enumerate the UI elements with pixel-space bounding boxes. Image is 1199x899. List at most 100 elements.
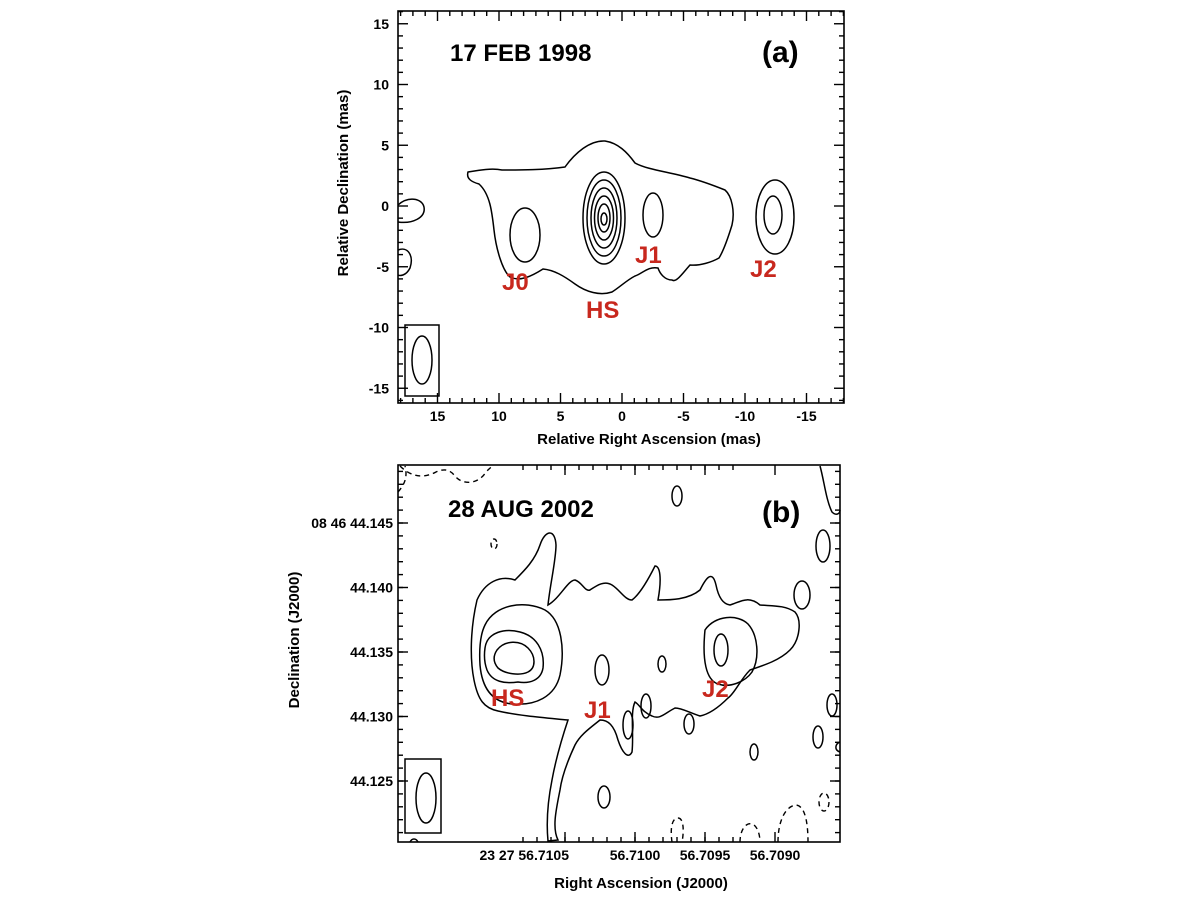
panel-b-island: [597, 785, 611, 809]
panel-a-j2-contour-outer: [755, 179, 795, 255]
panel-a-y-tick-label: 10: [373, 77, 389, 93]
panel-b-island: [622, 710, 634, 740]
panel-a-beam-box: [404, 324, 440, 397]
panel-a-x-tick-label: -15: [796, 408, 816, 424]
panel-a-component-label-j2: J2: [750, 256, 777, 283]
panel-a-x-tick-label: -10: [735, 408, 755, 424]
panel-a-core-contour-5: [597, 203, 611, 233]
panel-b-j2-contour-outer: [703, 616, 758, 686]
panel-a-core-contour-4: [593, 195, 615, 241]
panel-a-y-tick-label: -10: [369, 320, 389, 336]
panel-a-y-axis-label: Relative Declination (mas): [335, 90, 352, 277]
panel-b-island: [640, 693, 652, 719]
panel-a-y-tick-label: 0: [381, 198, 389, 214]
panel-a-component-label-j0: J0: [502, 269, 529, 296]
panel-b-y-tick-label: 08 46 44.145: [311, 515, 393, 531]
panel-b-negative-contour: [670, 817, 684, 843]
panel-a-x-axis-label: Relative Right Ascension (mas): [537, 431, 761, 448]
panel-b-j2-contour-inner: [713, 633, 729, 667]
panel-b-beam-box: [404, 758, 442, 834]
panel-b-negative-contour: [739, 823, 761, 843]
panel-a-y-tick-label: 15: [373, 16, 389, 32]
panel-b-frame: [397, 464, 841, 843]
panel-b-y-tick-label: 44.130: [350, 709, 393, 725]
panel-b-x-tick-label: 23 27 56.7105: [479, 847, 569, 863]
panel-a-edge-contour-upper: [397, 198, 425, 224]
panel-b-negative-contour: [490, 538, 498, 550]
panel-b-beam: [404, 758, 442, 843]
panel-a-contour-envelope: [466, 140, 734, 295]
panel-b-y-tick-label: 44.125: [350, 773, 393, 789]
panel-a-core-contour-3: [590, 187, 618, 249]
panel-b-negative-contour: [777, 804, 809, 843]
panel-a-y-tick-label: -5: [377, 259, 390, 275]
panel-b-x-axis-label: Right Ascension (J2000): [554, 875, 728, 892]
panel-a-core-contour-2: [586, 179, 622, 257]
panel-b-island: [683, 713, 695, 735]
panel-b-ticks: [398, 465, 840, 842]
panel-a-x-tick-label: 10: [491, 408, 507, 424]
panel-a-epoch-title: 17 FEB 1998: [450, 40, 591, 67]
panel-b-component-label-j1: J1: [584, 697, 611, 724]
panel-b-j1-contour: [594, 654, 610, 686]
panel-a-core-contour-1: [582, 171, 626, 265]
panel-a-x-tick-label: 15: [430, 408, 446, 424]
panel-b-component-label-hs: HS: [491, 685, 524, 712]
panel-b-hs-contour-2: [478, 604, 563, 706]
panel-a-j1-contour: [642, 192, 664, 238]
panel-a-y-tick-labels: 15 10 5 0 -5 -10 -15: [369, 16, 389, 397]
panel-b-negative-contour: [397, 465, 407, 493]
panel-a: 15 10 5 0 -5 -10 -15 15 10 5 0 -5 -10 -15 Relative R…: [335, 10, 845, 448]
panel-a-beam: [404, 324, 440, 397]
panel-b-letter: (b): [762, 496, 800, 529]
panel-b-edge-contour: [409, 838, 419, 843]
panel-b-beam-ellipse: [415, 772, 437, 824]
panel-b-island: [815, 529, 831, 563]
panel-a-j0-contour: [509, 207, 541, 263]
panel-a-x-tick-label: 5: [557, 408, 565, 424]
panel-a-component-label-hs: HS: [586, 297, 619, 324]
panel-a-x-tick-labels: 15 10 5 0 -5 -10 -15: [430, 408, 817, 424]
panel-a-component-label-j1: J1: [635, 242, 662, 269]
panel-b-component-label-j2: J2: [702, 676, 729, 703]
panel-a-x-tick-label: -5: [677, 408, 690, 424]
panel-b-y-tick-label: 44.140: [350, 580, 393, 596]
panel-b-island: [749, 743, 759, 761]
panel-b-hs-contour-4: [493, 641, 535, 675]
panel-b-contour-envelope: [470, 532, 800, 842]
panel-a-beam-ellipse: [411, 335, 433, 385]
panel-a-y-tick-label: 5: [381, 137, 389, 153]
panel-a-ticks: [398, 10, 845, 403]
panel-b-y-tick-label: 44.135: [350, 644, 393, 660]
panel-b-epoch-title: 28 AUG 2002: [448, 496, 594, 523]
panel-b-island: [826, 693, 838, 717]
panel-b-y-axis-label: Declination (J2000): [286, 572, 303, 709]
panel-a-x-tick-label: 0: [618, 408, 626, 424]
panel-a-contours: [397, 140, 795, 295]
panel-b-x-tick-label: 56.7090: [750, 847, 801, 863]
panel-a-letter: (a): [762, 36, 799, 69]
panel-a-y-tick-label: -15: [369, 380, 389, 396]
panel-a-core-contour-6: [600, 212, 608, 226]
panel-b-component-labels: HS J1 J2: [491, 676, 729, 724]
panel-b-y-tick-labels: 08 46 44.145 44.140 44.135 44.130 44.125: [311, 515, 393, 789]
panel-b-edge-contour: [835, 741, 841, 753]
panel-a-frame: [397, 10, 845, 404]
panel-b-x-tick-label: 56.7095: [680, 847, 731, 863]
panel-b-edge-contour: [819, 465, 841, 515]
panel-b-island: [793, 580, 811, 610]
panel-b-island: [671, 485, 683, 507]
panel-b-island: [657, 655, 667, 673]
panel-a-component-labels: J0 HS J1 J2: [502, 242, 777, 324]
panel-b-island: [812, 725, 824, 749]
panel-b-contours: [397, 465, 841, 843]
panel-b-negative-contour: [818, 792, 830, 812]
panel-b: 23 27 56.7105 56.7100 56.7095 56.7090 08 46…: [286, 464, 841, 892]
panel-b-hs-contour-3: [483, 629, 544, 684]
panel-a-j2-contour-inner: [763, 195, 783, 235]
panel-b-x-tick-label: 56.7100: [610, 847, 661, 863]
panel-a-edge-contour-lower: [397, 248, 412, 277]
panel-b-x-tick-labels: 23 27 56.7105 56.7100 56.7095 56.7090: [479, 847, 800, 863]
panel-b-negative-contour: [399, 465, 495, 483]
